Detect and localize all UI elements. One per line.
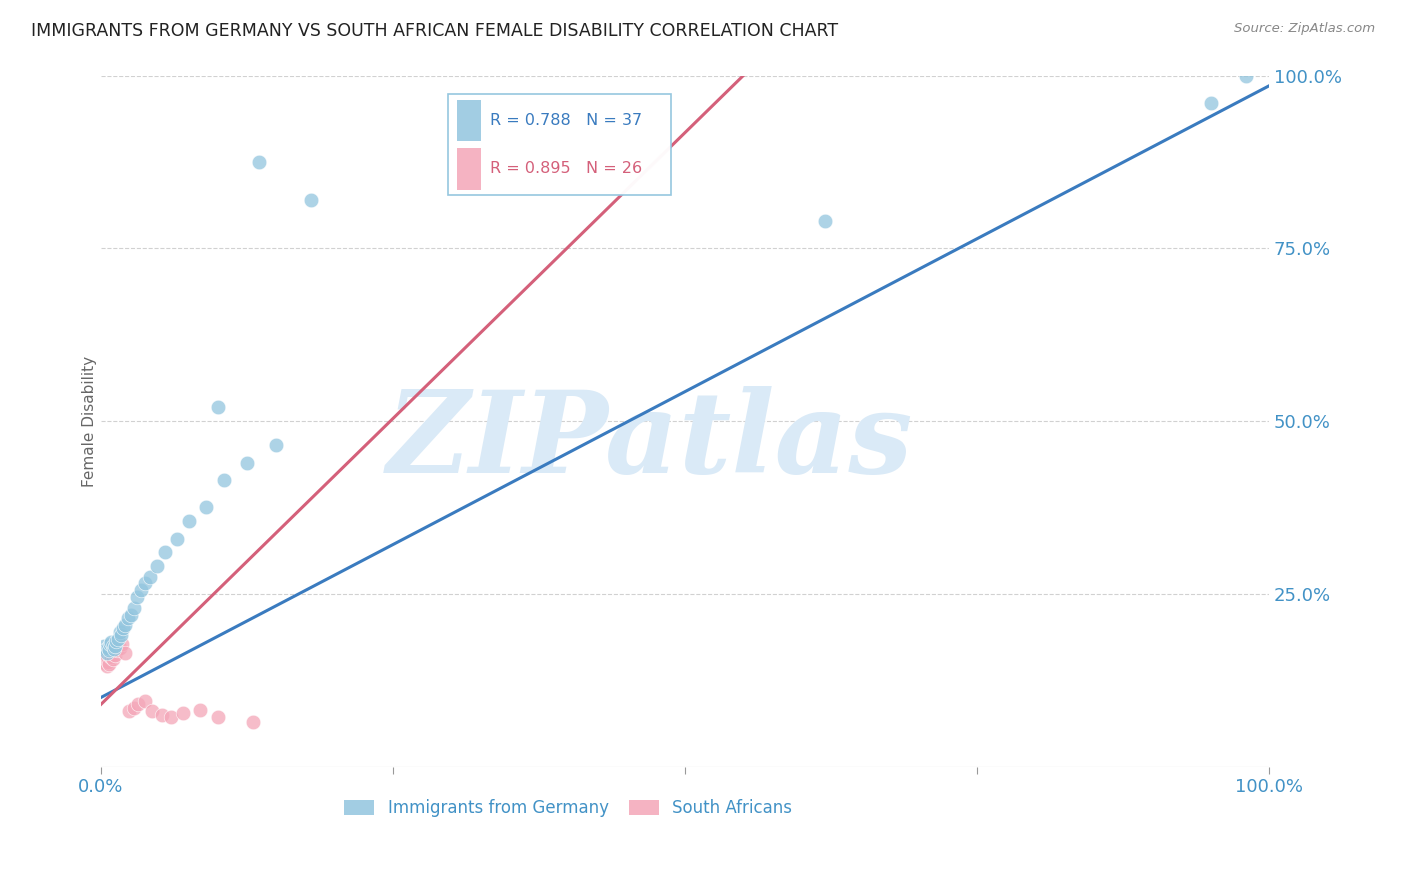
Point xyxy=(299,193,322,207)
Point xyxy=(188,703,211,717)
Point xyxy=(96,646,118,660)
Point xyxy=(177,514,200,528)
Point xyxy=(127,591,149,605)
Point xyxy=(134,576,156,591)
Point xyxy=(112,621,135,635)
Point xyxy=(172,706,194,720)
Point xyxy=(108,640,131,655)
Point xyxy=(98,636,121,650)
Point xyxy=(114,646,136,660)
Point xyxy=(814,213,837,227)
Point xyxy=(104,639,127,653)
Point xyxy=(120,607,142,622)
Point xyxy=(105,633,128,648)
Point xyxy=(98,648,121,663)
Point xyxy=(98,657,121,672)
Point xyxy=(207,710,229,724)
Point xyxy=(122,600,145,615)
Point xyxy=(96,659,118,673)
Point xyxy=(101,639,124,653)
Point xyxy=(247,155,270,169)
Point xyxy=(111,636,134,650)
Point xyxy=(129,583,152,598)
Text: R = 0.895   N = 26: R = 0.895 N = 26 xyxy=(489,161,643,177)
Text: IMMIGRANTS FROM GERMANY VS SOUTH AFRICAN FEMALE DISABILITY CORRELATION CHART: IMMIGRANTS FROM GERMANY VS SOUTH AFRICAN… xyxy=(31,22,838,40)
Point xyxy=(127,698,149,712)
Point xyxy=(264,438,287,452)
Point xyxy=(110,628,132,642)
Point xyxy=(93,656,115,670)
Point xyxy=(91,652,114,666)
Point xyxy=(103,642,125,657)
Point xyxy=(101,652,124,666)
Point xyxy=(160,710,183,724)
Point xyxy=(139,569,162,583)
Point xyxy=(100,635,122,649)
Point xyxy=(141,704,163,718)
Text: Source: ZipAtlas.com: Source: ZipAtlas.com xyxy=(1234,22,1375,36)
Point xyxy=(1199,96,1222,111)
Point xyxy=(195,500,218,515)
Point xyxy=(108,624,131,639)
Point xyxy=(153,545,176,559)
Point xyxy=(98,643,121,657)
Point xyxy=(104,648,127,662)
Point xyxy=(97,640,120,655)
Point xyxy=(150,707,173,722)
Point xyxy=(236,456,259,470)
Point xyxy=(114,618,136,632)
Bar xyxy=(457,100,481,141)
Point xyxy=(117,611,139,625)
Point xyxy=(97,655,120,669)
Point xyxy=(242,714,264,729)
Text: R = 0.788   N = 37: R = 0.788 N = 37 xyxy=(489,113,643,128)
Text: ZIPatlas: ZIPatlas xyxy=(387,386,912,497)
Point xyxy=(1234,69,1257,83)
Point xyxy=(93,639,115,653)
Point xyxy=(166,532,188,546)
Point xyxy=(212,473,235,487)
Point xyxy=(207,401,229,415)
FancyBboxPatch shape xyxy=(449,95,671,195)
Point xyxy=(94,652,117,666)
Point xyxy=(94,642,117,657)
Point xyxy=(146,559,169,574)
Legend: Immigrants from Germany, South Africans: Immigrants from Germany, South Africans xyxy=(337,793,799,824)
Y-axis label: Female Disability: Female Disability xyxy=(83,356,97,487)
Point xyxy=(118,704,141,718)
Point xyxy=(107,632,129,646)
Point xyxy=(105,643,128,657)
Bar xyxy=(457,148,481,189)
Point xyxy=(91,650,114,665)
Point xyxy=(100,650,122,665)
Point xyxy=(134,694,156,708)
Point xyxy=(122,701,145,715)
